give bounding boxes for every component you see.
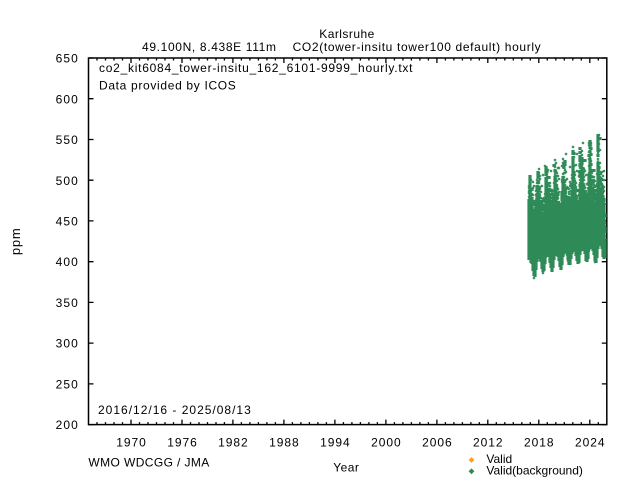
svg-text:2016/12/16 - 2025/08/13: 2016/12/16 - 2025/08/13 [98,403,252,417]
svg-text:ppm: ppm [8,227,23,255]
svg-text:1982: 1982 [218,435,249,449]
svg-text:600: 600 [56,92,79,106]
svg-text:Data provided by ICOS: Data provided by ICOS [99,79,236,93]
svg-text:49.100N, 8.438E 111m CO2(to: 49.100N, 8.438E 111m CO2(tower-insitu to… [142,40,541,54]
svg-text:450: 450 [56,215,79,229]
svg-text:co2_kit6084_tower-insitu_162_6: co2_kit6084_tower-insitu_162_6101-9999_h… [99,61,413,75]
svg-text:200: 200 [56,418,79,432]
svg-text:500: 500 [56,174,79,188]
svg-text:2006: 2006 [422,435,453,449]
svg-text:Karlsruhe: Karlsruhe [319,27,374,41]
svg-text:250: 250 [56,377,79,391]
svg-text:1970: 1970 [116,435,147,449]
svg-text:1976: 1976 [167,435,198,449]
svg-text:Valid: Valid [486,452,512,466]
svg-text:350: 350 [56,296,79,310]
svg-text:650: 650 [56,52,79,66]
svg-text:550: 550 [56,133,79,147]
svg-text:Valid(background): Valid(background) [486,463,583,477]
svg-text:2012: 2012 [473,435,504,449]
svg-text:2024: 2024 [575,435,606,449]
svg-text:Year: Year [333,460,359,474]
svg-text:WMO WDCGG / JMA: WMO WDCGG / JMA [88,456,209,470]
svg-text:2000: 2000 [371,435,402,449]
svg-text:2018: 2018 [524,435,555,449]
svg-text:1988: 1988 [269,435,300,449]
svg-text:1994: 1994 [320,435,351,449]
svg-text:400: 400 [56,255,79,269]
svg-text:300: 300 [56,337,79,351]
